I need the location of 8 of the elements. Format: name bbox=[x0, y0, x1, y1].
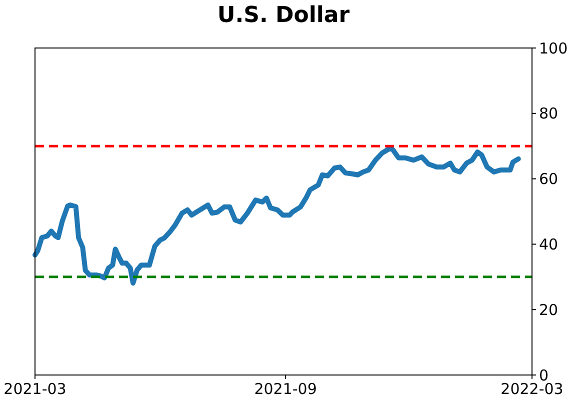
y-tick-label: 100 bbox=[539, 39, 568, 58]
y-tick-label: 80 bbox=[539, 104, 558, 123]
x-tick-label: 2021-09 bbox=[254, 380, 317, 398]
chart-title: U.S. Dollar bbox=[217, 3, 350, 28]
x-tick-label: 2021-03 bbox=[4, 380, 66, 398]
y-tick-label: 40 bbox=[539, 235, 558, 254]
y-tick-label: 20 bbox=[539, 300, 558, 319]
y-tick-label: 60 bbox=[539, 170, 558, 188]
